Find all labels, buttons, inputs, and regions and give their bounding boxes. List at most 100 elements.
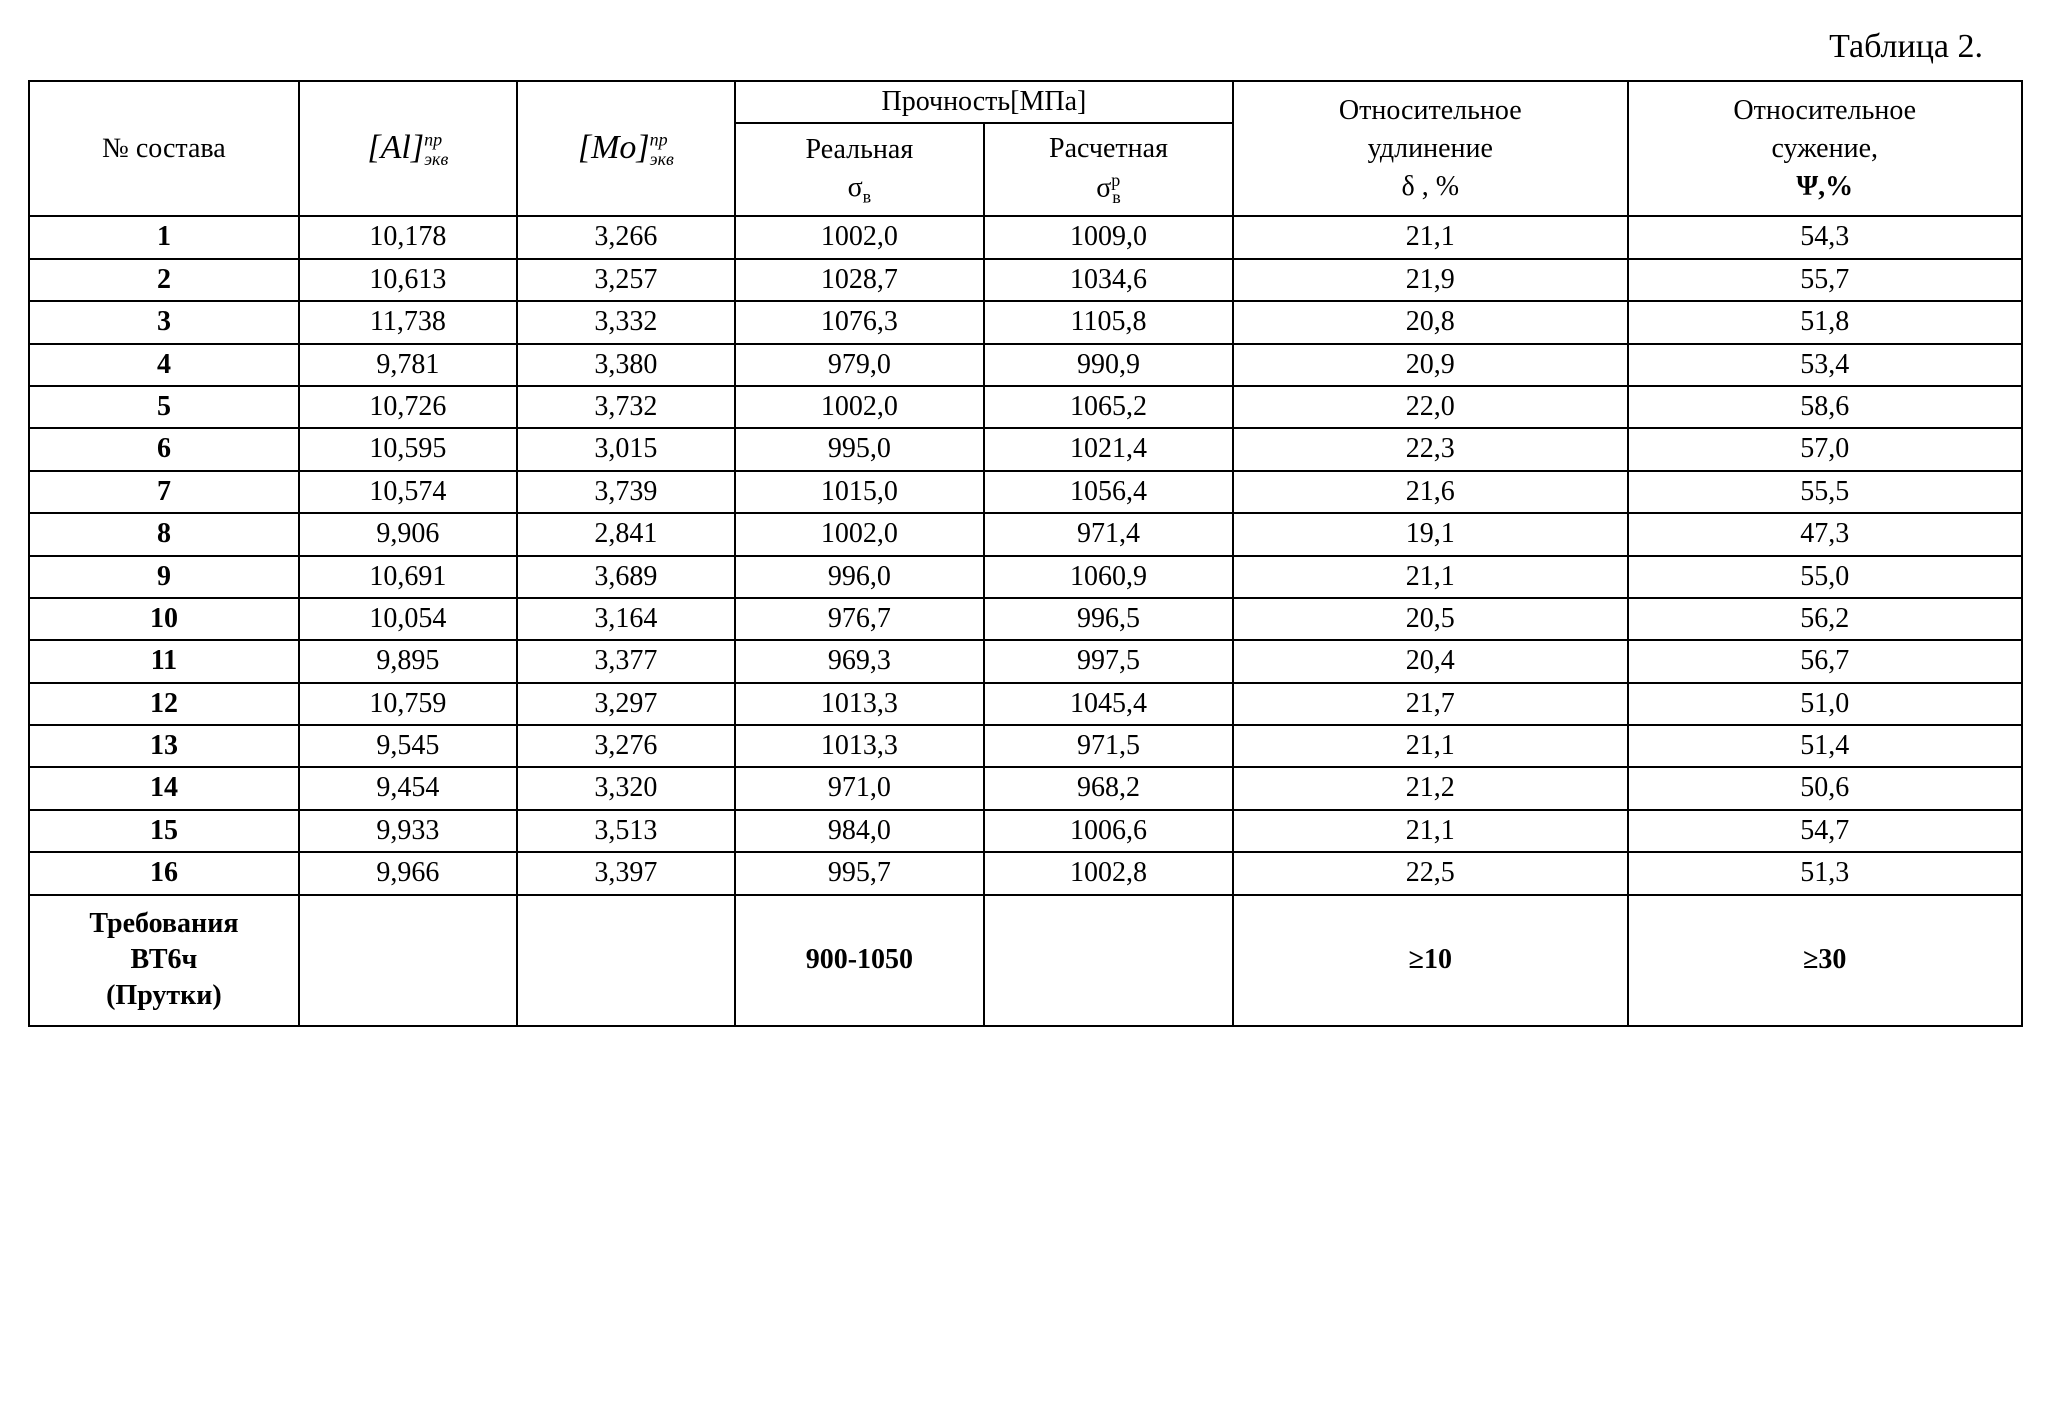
table-row: 159,9333,513984,01006,621,154,7 (29, 810, 2022, 852)
cell-strength-calc: 1045,4 (984, 683, 1233, 725)
cell-elongation: 22,0 (1233, 386, 1627, 428)
cell-mo: 3,397 (517, 852, 735, 894)
cell-mo: 3,332 (517, 301, 735, 343)
cell-strength-real: 1002,0 (735, 513, 984, 555)
cell-elongation: 21,1 (1233, 556, 1627, 598)
cell-strength-real: 984,0 (735, 810, 984, 852)
cell-strength-real: 976,7 (735, 598, 984, 640)
req-narrowing: ≥30 (1628, 895, 2023, 1026)
cell-elongation: 22,3 (1233, 428, 1627, 470)
cell-elongation: 21,1 (1233, 810, 1627, 852)
cell-index: 11 (29, 640, 299, 682)
cell-strength-real: 1028,7 (735, 259, 984, 301)
narrow-rest: ,% (1818, 171, 1853, 202)
cell-strength-real: 969,3 (735, 640, 984, 682)
req-mo (517, 895, 735, 1026)
header-al-eq: [Al]прэкв (299, 81, 517, 216)
cell-index: 4 (29, 344, 299, 386)
narrow-sym: Ψ (1796, 171, 1818, 202)
cell-index: 8 (29, 513, 299, 555)
narrow-l1: Относительное (1733, 95, 1916, 126)
cell-mo: 3,732 (517, 386, 735, 428)
cell-strength-real: 1002,0 (735, 386, 984, 428)
cell-strength-calc: 1060,9 (984, 556, 1233, 598)
cell-elongation: 21,1 (1233, 725, 1627, 767)
table-row: 110,1783,2661002,01009,021,154,3 (29, 216, 2022, 258)
data-table: № состава [Al]прэкв [Mo]прэкв Прочность[… (28, 80, 2023, 1027)
cell-index: 15 (29, 810, 299, 852)
table-row: 1010,0543,164976,7996,520,556,2 (29, 598, 2022, 640)
cell-mo: 3,257 (517, 259, 735, 301)
table-row: 139,5453,2761013,3971,521,151,4 (29, 725, 2022, 767)
cell-al: 10,691 (299, 556, 517, 598)
cell-elongation: 21,2 (1233, 767, 1627, 809)
elong-sym: δ (1402, 171, 1415, 202)
table-row: 169,9663,397995,71002,822,551,3 (29, 852, 2022, 894)
header-strength-calc: Расчетная σрв (984, 123, 1233, 216)
cell-index: 5 (29, 386, 299, 428)
cell-strength-calc: 1021,4 (984, 428, 1233, 470)
cell-strength-real: 995,7 (735, 852, 984, 894)
cell-mo: 3,320 (517, 767, 735, 809)
cell-index: 10 (29, 598, 299, 640)
cell-narrowing: 51,4 (1628, 725, 2023, 767)
narrow-l2: сужение, (1772, 133, 1879, 164)
table-caption: Таблица 2. (28, 28, 1983, 66)
cell-index: 3 (29, 301, 299, 343)
cell-index: 12 (29, 683, 299, 725)
req-strength-real: 900-1050 (735, 895, 984, 1026)
cell-elongation: 20,4 (1233, 640, 1627, 682)
cell-mo: 3,689 (517, 556, 735, 598)
table-row: 119,8953,377969,3997,520,456,7 (29, 640, 2022, 682)
table-row: 49,7813,380979,0990,920,953,4 (29, 344, 2022, 386)
cell-strength-calc: 1034,6 (984, 259, 1233, 301)
sreal-sub: в (863, 186, 872, 206)
cell-al: 11,738 (299, 301, 517, 343)
cell-strength-calc: 1002,8 (984, 852, 1233, 894)
cell-strength-calc: 968,2 (984, 767, 1233, 809)
header-index: № состава (29, 81, 299, 216)
cell-elongation: 21,9 (1233, 259, 1627, 301)
cell-strength-real: 971,0 (735, 767, 984, 809)
cell-strength-real: 979,0 (735, 344, 984, 386)
cell-index: 13 (29, 725, 299, 767)
cell-elongation: 22,5 (1233, 852, 1627, 894)
cell-strength-calc: 1105,8 (984, 301, 1233, 343)
cell-mo: 3,513 (517, 810, 735, 852)
mo-sub: экв (650, 149, 674, 169)
header-strength-real: Реальная σв (735, 123, 984, 216)
cell-mo: 3,276 (517, 725, 735, 767)
cell-mo: 3,377 (517, 640, 735, 682)
requirements-row: ТребованияВТ6ч(Прутки)900-1050≥10≥30 (29, 895, 2022, 1026)
cell-strength-calc: 1065,2 (984, 386, 1233, 428)
cell-mo: 3,266 (517, 216, 735, 258)
elong-l2: удлинение (1368, 133, 1493, 164)
cell-narrowing: 58,6 (1628, 386, 2023, 428)
table-row: 610,5953,015995,01021,422,357,0 (29, 428, 2022, 470)
cell-mo: 2,841 (517, 513, 735, 555)
cell-al: 10,613 (299, 259, 517, 301)
sreal-top: Реальная (806, 134, 914, 165)
header-strength-group: Прочность[МПа] (735, 81, 1233, 123)
table-row: 210,6133,2571028,71034,621,955,7 (29, 259, 2022, 301)
table-body: 110,1783,2661002,01009,021,154,3210,6133… (29, 216, 2022, 1025)
cell-index: 6 (29, 428, 299, 470)
cell-al: 9,781 (299, 344, 517, 386)
cell-al: 9,933 (299, 810, 517, 852)
req-l2: ВТ6ч (131, 944, 198, 975)
cell-index: 2 (29, 259, 299, 301)
cell-strength-calc: 1056,4 (984, 471, 1233, 513)
cell-narrowing: 57,0 (1628, 428, 2023, 470)
cell-strength-calc: 1009,0 (984, 216, 1233, 258)
elong-l1: Относительное (1339, 95, 1522, 126)
table-row: 710,5743,7391015,01056,421,655,5 (29, 471, 2022, 513)
cell-narrowing: 55,0 (1628, 556, 2023, 598)
cell-strength-calc: 997,5 (984, 640, 1233, 682)
cell-strength-real: 995,0 (735, 428, 984, 470)
cell-mo: 3,164 (517, 598, 735, 640)
cell-strength-calc: 990,9 (984, 344, 1233, 386)
cell-narrowing: 47,3 (1628, 513, 2023, 555)
cell-al: 10,054 (299, 598, 517, 640)
scalc-sym: σ (1096, 173, 1111, 204)
req-l3: (Прутки) (106, 980, 222, 1011)
